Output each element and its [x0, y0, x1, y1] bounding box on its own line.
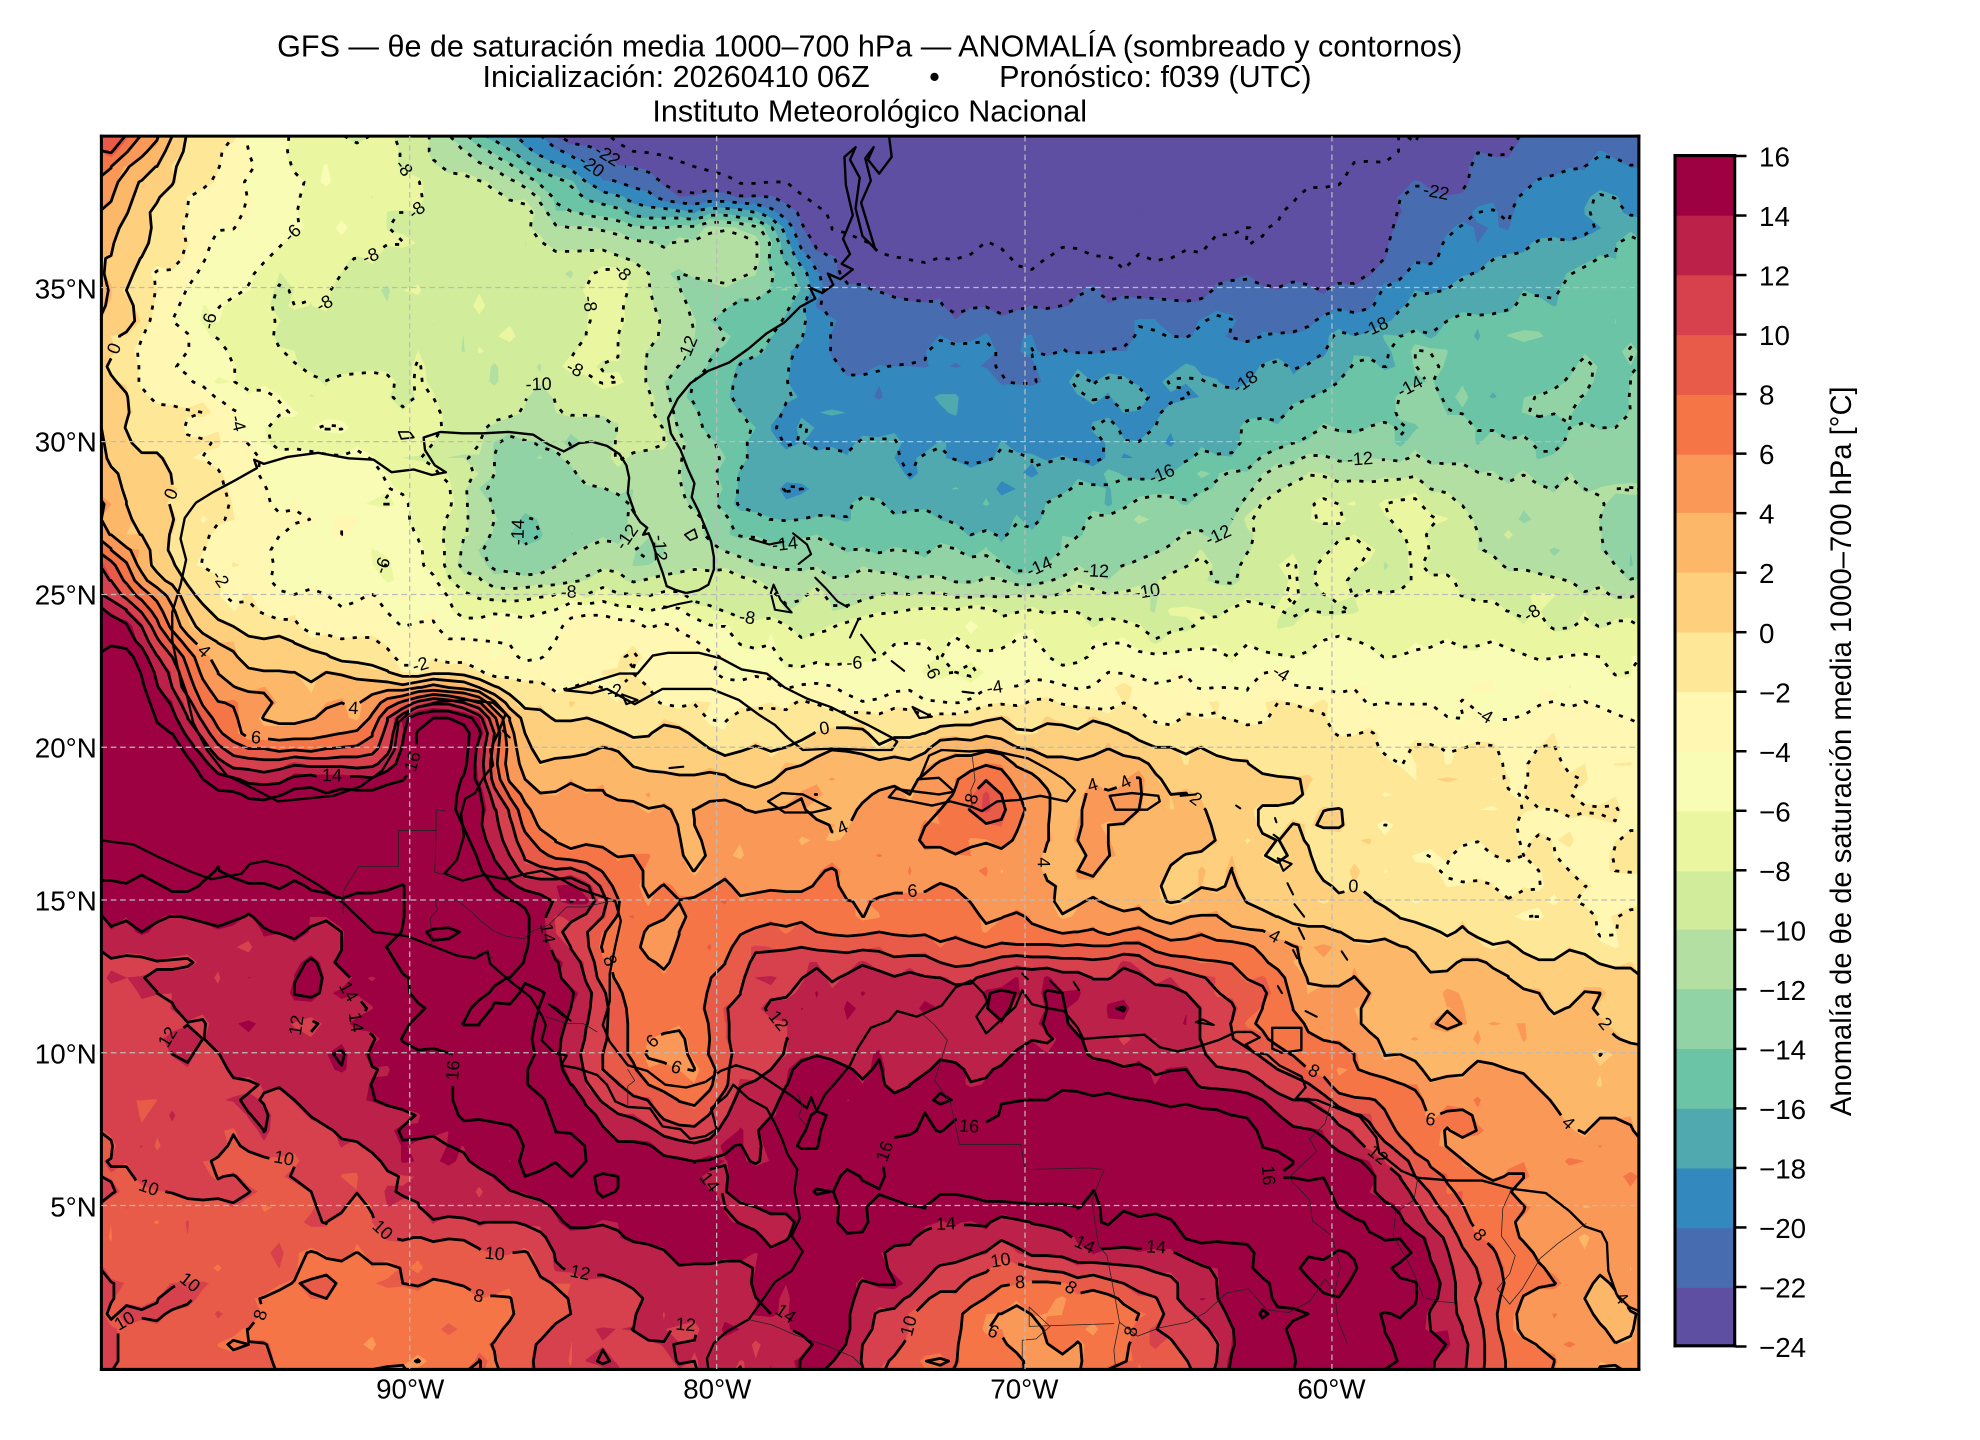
svg-text:-10: -10	[525, 374, 552, 395]
svg-text:90°W: 90°W	[376, 1373, 445, 1404]
svg-text:-4: -4	[985, 676, 1004, 698]
svg-text:-2: -2	[410, 653, 431, 677]
svg-text:-8: -8	[313, 291, 337, 316]
svg-text:14: 14	[345, 1011, 368, 1034]
svg-text:4: 4	[1759, 499, 1774, 530]
svg-text:−18: −18	[1759, 1153, 1806, 1184]
svg-text:-6: -6	[198, 311, 221, 331]
svg-text:-12: -12	[649, 534, 670, 561]
svg-text:-6: -6	[370, 554, 395, 576]
svg-text:25°N: 25°N	[35, 580, 97, 611]
svg-text:4: 4	[1034, 857, 1054, 867]
svg-text:−10: −10	[1759, 915, 1806, 946]
svg-text:10: 10	[484, 1243, 506, 1265]
svg-text:−14: −14	[1759, 1034, 1806, 1065]
svg-text:Anomalía de θe de saturación m: Anomalía de θe de saturación media 1000–…	[1826, 386, 1858, 1116]
svg-text:12: 12	[675, 1314, 697, 1336]
svg-text:14: 14	[536, 922, 559, 945]
svg-text:6: 6	[1424, 1109, 1437, 1130]
svg-text:30°N: 30°N	[35, 427, 97, 458]
svg-text:16: 16	[442, 1060, 464, 1082]
svg-text:GFS — θe de saturación media 1: GFS — θe de saturación media 1000–700 hP…	[277, 29, 1462, 64]
svg-text:6: 6	[250, 727, 262, 748]
svg-text:-12: -12	[1346, 448, 1374, 470]
svg-text:-6: -6	[920, 659, 945, 682]
svg-text:12: 12	[285, 1014, 308, 1037]
svg-text:10°N: 10°N	[35, 1038, 97, 1069]
svg-text:8: 8	[1759, 380, 1774, 411]
svg-text:-2: -2	[605, 680, 625, 703]
svg-text:-4: -4	[227, 413, 250, 433]
svg-text:20°N: 20°N	[35, 733, 97, 764]
svg-text:4: 4	[1085, 774, 1100, 796]
svg-text:14: 14	[322, 765, 342, 785]
svg-text:-8: -8	[579, 295, 601, 313]
svg-text:−24: −24	[1759, 1332, 1806, 1363]
svg-text:-8: -8	[359, 244, 381, 268]
svg-text:−2: −2	[1759, 677, 1791, 708]
svg-text:8: 8	[471, 1285, 486, 1307]
svg-text:-10: -10	[1133, 579, 1162, 603]
svg-text:-14: -14	[771, 532, 799, 555]
svg-text:Instituto Meteorológico Nacion: Instituto Meteorológico Nacional	[652, 95, 1087, 129]
svg-text:10: 10	[989, 1249, 1012, 1272]
svg-text:−6: −6	[1759, 796, 1791, 827]
svg-text:−8: −8	[1759, 856, 1791, 887]
svg-text:-8: -8	[563, 356, 586, 381]
svg-text:14: 14	[1145, 1236, 1166, 1257]
svg-text:5°N: 5°N	[50, 1191, 97, 1222]
svg-text:15°N: 15°N	[35, 886, 97, 917]
svg-text:16: 16	[1759, 142, 1790, 173]
svg-text:-22: -22	[1422, 180, 1451, 205]
svg-text:6: 6	[1759, 439, 1774, 470]
svg-text:16: 16	[1258, 1165, 1279, 1186]
svg-text:6: 6	[907, 881, 918, 901]
svg-text:−16: −16	[1759, 1094, 1806, 1125]
svg-text:80°W: 80°W	[683, 1373, 752, 1404]
svg-text:35°N: 35°N	[35, 274, 97, 305]
svg-text:16: 16	[959, 1116, 980, 1137]
svg-text:−4: −4	[1759, 737, 1791, 768]
svg-text:14: 14	[1759, 201, 1790, 232]
svg-text:0: 0	[818, 717, 831, 738]
svg-text:-14: -14	[507, 519, 528, 546]
svg-text:2: 2	[1759, 558, 1774, 589]
svg-text:8: 8	[1015, 1272, 1026, 1293]
svg-text:-8: -8	[560, 582, 577, 603]
svg-text:-12: -12	[1083, 560, 1110, 581]
svg-text:10: 10	[1759, 320, 1790, 351]
svg-text:-8: -8	[738, 606, 757, 628]
svg-text:−20: −20	[1759, 1213, 1806, 1244]
svg-text:0: 0	[1759, 618, 1774, 649]
svg-text:−22: −22	[1759, 1273, 1806, 1304]
svg-text:Inicialización: 20260410 06Z: Inicialización: 20260410 06Z • Pronóstic…	[482, 60, 1311, 94]
svg-text:14: 14	[935, 1213, 956, 1234]
svg-text:12: 12	[1759, 261, 1790, 292]
svg-text:0: 0	[1348, 876, 1359, 896]
svg-text:12: 12	[568, 1261, 592, 1285]
svg-text:70°W: 70°W	[990, 1373, 1059, 1404]
svg-text:10: 10	[272, 1146, 295, 1169]
svg-text:60°W: 60°W	[1297, 1373, 1366, 1404]
svg-text:−12: −12	[1759, 975, 1806, 1006]
svg-text:8: 8	[1120, 1324, 1142, 1339]
svg-text:-6: -6	[846, 653, 863, 673]
svg-text:4: 4	[348, 698, 359, 719]
